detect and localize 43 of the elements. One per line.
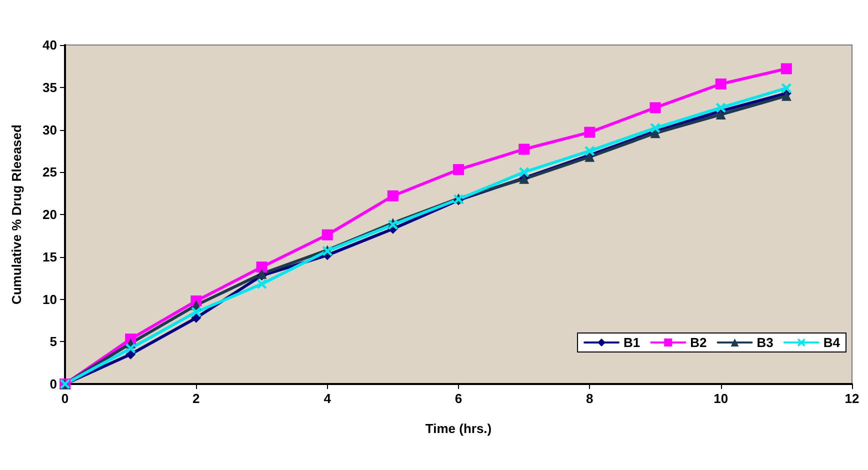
legend-label: B4 xyxy=(823,335,841,350)
x-tick-label: 8 xyxy=(586,391,594,406)
y-tick-label: 15 xyxy=(42,249,57,264)
point xyxy=(256,262,268,273)
x-tick-label: 12 xyxy=(844,391,860,406)
point xyxy=(716,109,726,120)
y-tick-label: 25 xyxy=(42,164,57,180)
point xyxy=(780,63,792,74)
legend-label: B3 xyxy=(756,335,774,350)
point xyxy=(126,343,136,354)
point xyxy=(584,126,596,138)
point xyxy=(781,83,792,94)
y-tick-label: 10 xyxy=(42,292,57,307)
point xyxy=(716,102,726,113)
point xyxy=(256,278,267,289)
y-tick-label: 40 xyxy=(42,38,57,52)
point xyxy=(650,102,661,114)
y-tick-label: 20 xyxy=(42,207,57,222)
point xyxy=(518,144,530,155)
point xyxy=(126,349,136,360)
point xyxy=(453,164,464,176)
y-tick-label: 35 xyxy=(42,80,57,95)
y-tick-label: 30 xyxy=(42,122,57,138)
point xyxy=(650,123,660,134)
point xyxy=(191,312,202,323)
point xyxy=(387,190,398,202)
point xyxy=(322,229,333,240)
point xyxy=(584,146,595,156)
x-tick-label: 2 xyxy=(192,391,200,406)
legend-label: B2 xyxy=(690,335,707,350)
legend-label: B1 xyxy=(624,335,640,350)
y-axis-title: Cumulative % Drug Rleeased xyxy=(9,124,24,304)
point xyxy=(781,90,792,101)
point xyxy=(191,306,202,317)
y-tick-label: 5 xyxy=(50,334,57,350)
x-tick-label: 4 xyxy=(324,391,332,406)
point xyxy=(519,167,530,178)
x-tick-label: 10 xyxy=(714,391,728,406)
y-tick-label: 0 xyxy=(50,376,57,392)
x-tick-label: 6 xyxy=(454,391,462,406)
x-axis-title: Time (hrs.) xyxy=(425,421,492,436)
point xyxy=(715,78,726,90)
x-tick-label: 0 xyxy=(61,391,69,406)
